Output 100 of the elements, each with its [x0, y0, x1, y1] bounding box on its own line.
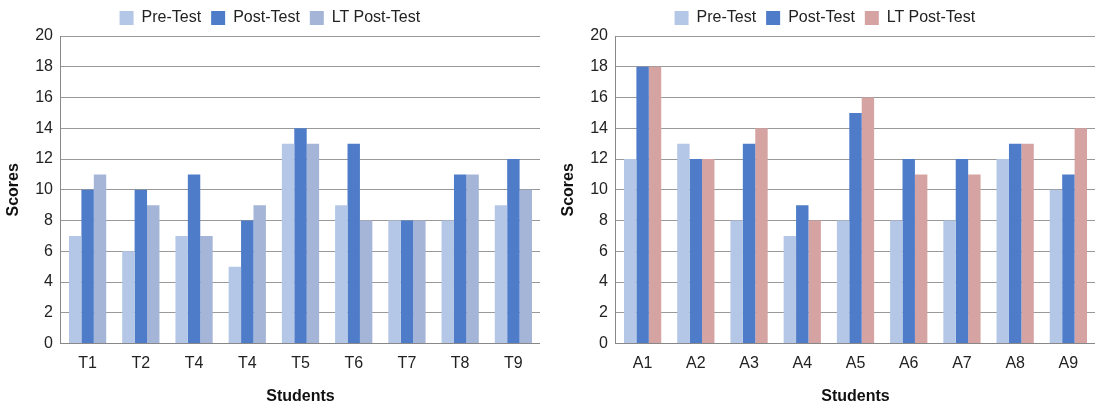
y-tick-label: 10: [590, 180, 609, 198]
legend-label: LT Post-Test: [886, 8, 976, 26]
y-axis-title: Scores: [4, 163, 22, 217]
bar: [702, 159, 715, 344]
x-tick-label: A5: [845, 353, 866, 371]
y-tick-label: 4: [599, 272, 609, 290]
bar: [388, 220, 401, 344]
bar: [200, 235, 213, 344]
bar: [730, 220, 743, 344]
bar: [519, 189, 533, 344]
bar: [81, 189, 94, 344]
y-tick-label: 16: [35, 87, 54, 105]
x-tick-label: A1: [632, 353, 653, 371]
bar: [175, 235, 188, 344]
x-tick-label: A4: [792, 353, 813, 371]
x-tick-label: T4: [184, 353, 204, 371]
x-tick-label: A8: [1005, 353, 1026, 371]
legend-label: Pre-Test: [141, 8, 202, 26]
x-axis-title: Students: [821, 386, 890, 404]
y-tick-label: 10: [35, 180, 54, 198]
y-tick-label: 12: [35, 149, 54, 167]
y-tick-label: 14: [35, 118, 54, 136]
bar: [742, 143, 756, 344]
bar: [1049, 189, 1063, 344]
y-tick-label: 8: [599, 210, 609, 228]
y-tick-label: 0: [599, 334, 609, 352]
bar: [943, 220, 956, 344]
bar: [836, 220, 850, 344]
y-tick-label: 14: [590, 118, 609, 136]
x-tick-label: A2: [686, 353, 706, 371]
bar: [294, 128, 307, 344]
bar: [253, 205, 266, 344]
x-tick-label: A7: [952, 353, 972, 371]
bar: [466, 174, 479, 344]
y-tick-label: 6: [44, 241, 54, 259]
x-tick-label: A6: [898, 353, 919, 371]
bar: [902, 159, 915, 344]
x-tick-label: T2: [131, 353, 151, 371]
bar: [147, 205, 160, 344]
bar: [134, 189, 148, 344]
bar: [228, 266, 242, 344]
bar: [441, 220, 454, 344]
bar: [1062, 174, 1075, 344]
bar: [955, 159, 969, 344]
legend-label: LT Post-Test: [331, 8, 421, 26]
bar: [648, 66, 662, 344]
y-tick-label: 6: [599, 241, 609, 259]
y-tick-label: 8: [44, 210, 54, 228]
bar: [1074, 128, 1088, 344]
bar: [914, 174, 928, 344]
y-tick-label: 2: [599, 303, 609, 321]
x-axis-title: Students: [266, 386, 335, 404]
y-tick-label: 0: [44, 334, 54, 352]
bar: [359, 220, 373, 344]
bar: [808, 220, 821, 344]
y-tick-label: 18: [590, 57, 609, 75]
x-tick-label: A3: [739, 353, 759, 371]
bar: [68, 235, 82, 344]
bar: [890, 220, 903, 344]
legend-label: Post-Test: [788, 8, 856, 26]
y-tick-label: 16: [590, 87, 609, 105]
y-tick-label: 18: [35, 57, 54, 75]
bar: [996, 159, 1009, 344]
bar: [783, 235, 797, 344]
y-axis-title: Scores: [559, 163, 577, 217]
bar: [755, 128, 768, 344]
bar: [507, 159, 520, 344]
bar: [281, 143, 295, 344]
x-tick-label: T4: [237, 353, 257, 371]
bar: [861, 97, 875, 344]
x-tick-label: T9: [504, 353, 523, 371]
bar: [347, 143, 360, 344]
y-tick-label: 20: [590, 26, 609, 44]
y-tick-label: 2: [44, 303, 54, 321]
bar: [623, 159, 637, 344]
x-tick-label: T1: [78, 353, 98, 371]
bar: [400, 220, 414, 344]
legend-label: Pre-Test: [696, 8, 757, 26]
y-tick-label: 20: [35, 26, 54, 44]
bar: [241, 220, 254, 344]
bar: [849, 112, 862, 344]
bar: [1021, 143, 1034, 344]
bar: [122, 251, 135, 344]
bar: [1008, 143, 1022, 344]
y-tick-label: 12: [590, 149, 609, 167]
bar: [335, 205, 348, 344]
x-tick-label: T6: [344, 353, 364, 371]
legend-label: Post-Test: [233, 8, 301, 26]
x-tick-label: T5: [291, 353, 310, 371]
bar: [689, 159, 703, 344]
x-tick-label: T8: [450, 353, 470, 371]
x-tick-label: T7: [397, 353, 417, 371]
bar: [636, 66, 649, 344]
bar: [306, 143, 320, 344]
bar: [413, 220, 426, 344]
bar: [187, 174, 201, 344]
bar: [494, 205, 508, 344]
bar: [796, 205, 809, 344]
bar: [453, 174, 467, 344]
bar: [677, 143, 690, 344]
